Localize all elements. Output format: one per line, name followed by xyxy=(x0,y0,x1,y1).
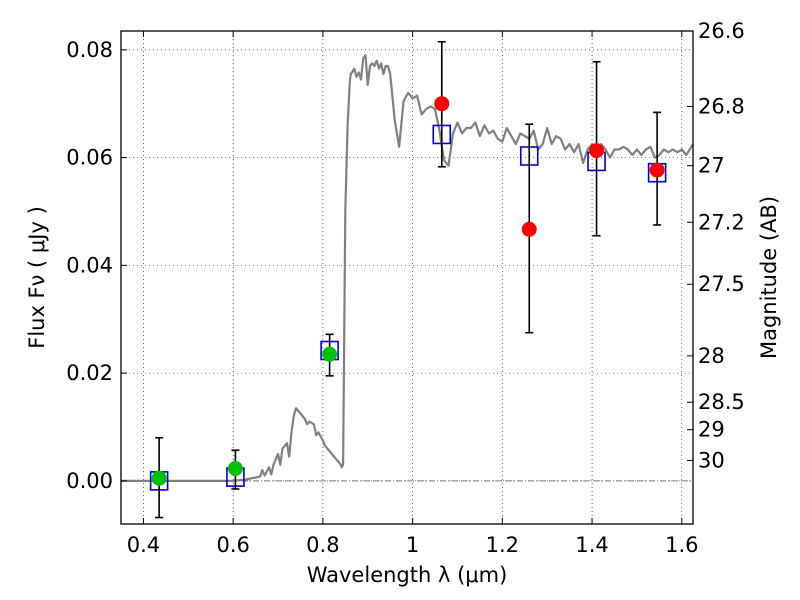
y2-tick-label: 27.5 xyxy=(698,272,745,296)
y2-axis-ticks: 26.6 26.8 27 27.2 27.5 28 28.5 29 30 xyxy=(698,19,745,472)
x-tick-label: 0.6 xyxy=(216,533,249,557)
y-tick-label: 0.04 xyxy=(66,253,113,277)
y2-tick-label: 27.2 xyxy=(698,210,745,234)
y2-tick-label: 26.6 xyxy=(698,19,745,43)
plot-series xyxy=(121,40,693,519)
x-tick-label: 0.4 xyxy=(127,533,160,557)
x-tick-label: 1.2 xyxy=(486,533,519,557)
y-tick-label: 0.08 xyxy=(66,38,113,62)
x-tick-label: 0.8 xyxy=(306,533,339,557)
axis-ticks xyxy=(121,30,693,524)
y2-axis-label: Magnitude (AB) xyxy=(757,196,781,359)
observed-point-red xyxy=(589,143,605,159)
x-tick-label: 1 xyxy=(406,533,419,557)
observed-point-green xyxy=(151,470,167,486)
x-tick-label: 1.4 xyxy=(575,533,608,557)
observed-point-red xyxy=(649,162,665,178)
y2-tick-label: 26.8 xyxy=(698,94,745,118)
grid-lines xyxy=(121,31,693,524)
x-tick-label: 1.6 xyxy=(665,533,698,557)
observed-point-red xyxy=(521,221,537,237)
y2-tick-label: 27 xyxy=(698,154,725,178)
y2-tick-label: 30 xyxy=(698,448,725,472)
y2-tick-label: 29 xyxy=(698,418,725,442)
observed-point-red xyxy=(434,96,450,112)
y-tick-label: 0.06 xyxy=(66,146,113,170)
x-axis-ticks: 0.4 0.6 0.8 1 1.2 1.4 1.6 xyxy=(127,533,699,557)
y-tick-label: 0.02 xyxy=(66,361,113,385)
observed-point-green xyxy=(322,346,338,362)
plot-frame xyxy=(120,30,694,525)
model-spectrum-line xyxy=(121,54,693,482)
y-axis-label: Flux Fν ( μJy ) xyxy=(25,206,49,349)
y-tick-label: 0.00 xyxy=(66,469,113,493)
y2-tick-label: 28.5 xyxy=(698,390,745,414)
plot-area xyxy=(121,40,693,519)
y2-tick-label: 28 xyxy=(698,344,725,368)
observed-point-green xyxy=(227,461,243,477)
y-axis-ticks: 0.00 0.02 0.04 0.06 0.08 xyxy=(66,38,113,493)
x-axis-label: Wavelength λ (μm) xyxy=(307,563,508,587)
